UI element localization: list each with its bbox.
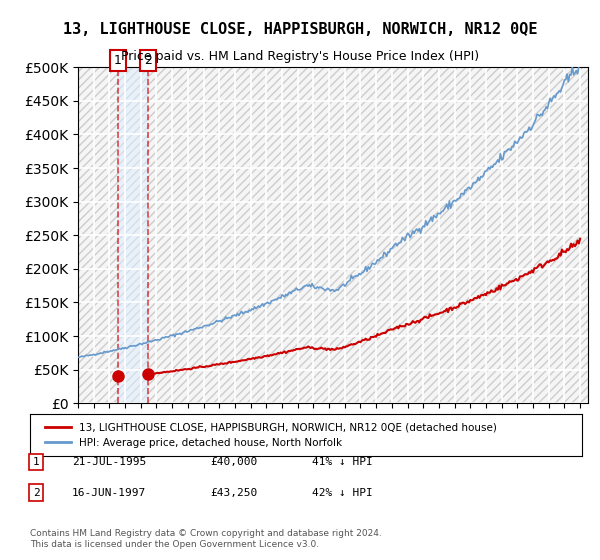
Bar	[118, 67, 148, 403]
Bar	[78, 67, 118, 403]
Text: 1: 1	[114, 54, 122, 67]
Text: 2: 2	[144, 54, 152, 67]
Text: Contains HM Land Registry data © Crown copyright and database right 2024.
This d: Contains HM Land Registry data © Crown c…	[30, 529, 382, 549]
Text: 13, LIGHTHOUSE CLOSE, HAPPISBURGH, NORWICH, NR12 0QE: 13, LIGHTHOUSE CLOSE, HAPPISBURGH, NORWI…	[63, 22, 537, 38]
Text: £40,000: £40,000	[210, 457, 257, 467]
Text: 2: 2	[32, 488, 40, 498]
Text: 42% ↓ HPI: 42% ↓ HPI	[312, 488, 373, 498]
Text: Price paid vs. HM Land Registry's House Price Index (HPI): Price paid vs. HM Land Registry's House …	[121, 50, 479, 63]
Legend: 13, LIGHTHOUSE CLOSE, HAPPISBURGH, NORWICH, NR12 0QE (detached house), HPI: Aver: 13, LIGHTHOUSE CLOSE, HAPPISBURGH, NORWI…	[41, 419, 502, 452]
Text: 16-JUN-1997: 16-JUN-1997	[72, 488, 146, 498]
Text: 21-JUL-1995: 21-JUL-1995	[72, 457, 146, 467]
Text: 1: 1	[32, 457, 40, 467]
Text: £43,250: £43,250	[210, 488, 257, 498]
Text: 41% ↓ HPI: 41% ↓ HPI	[312, 457, 373, 467]
